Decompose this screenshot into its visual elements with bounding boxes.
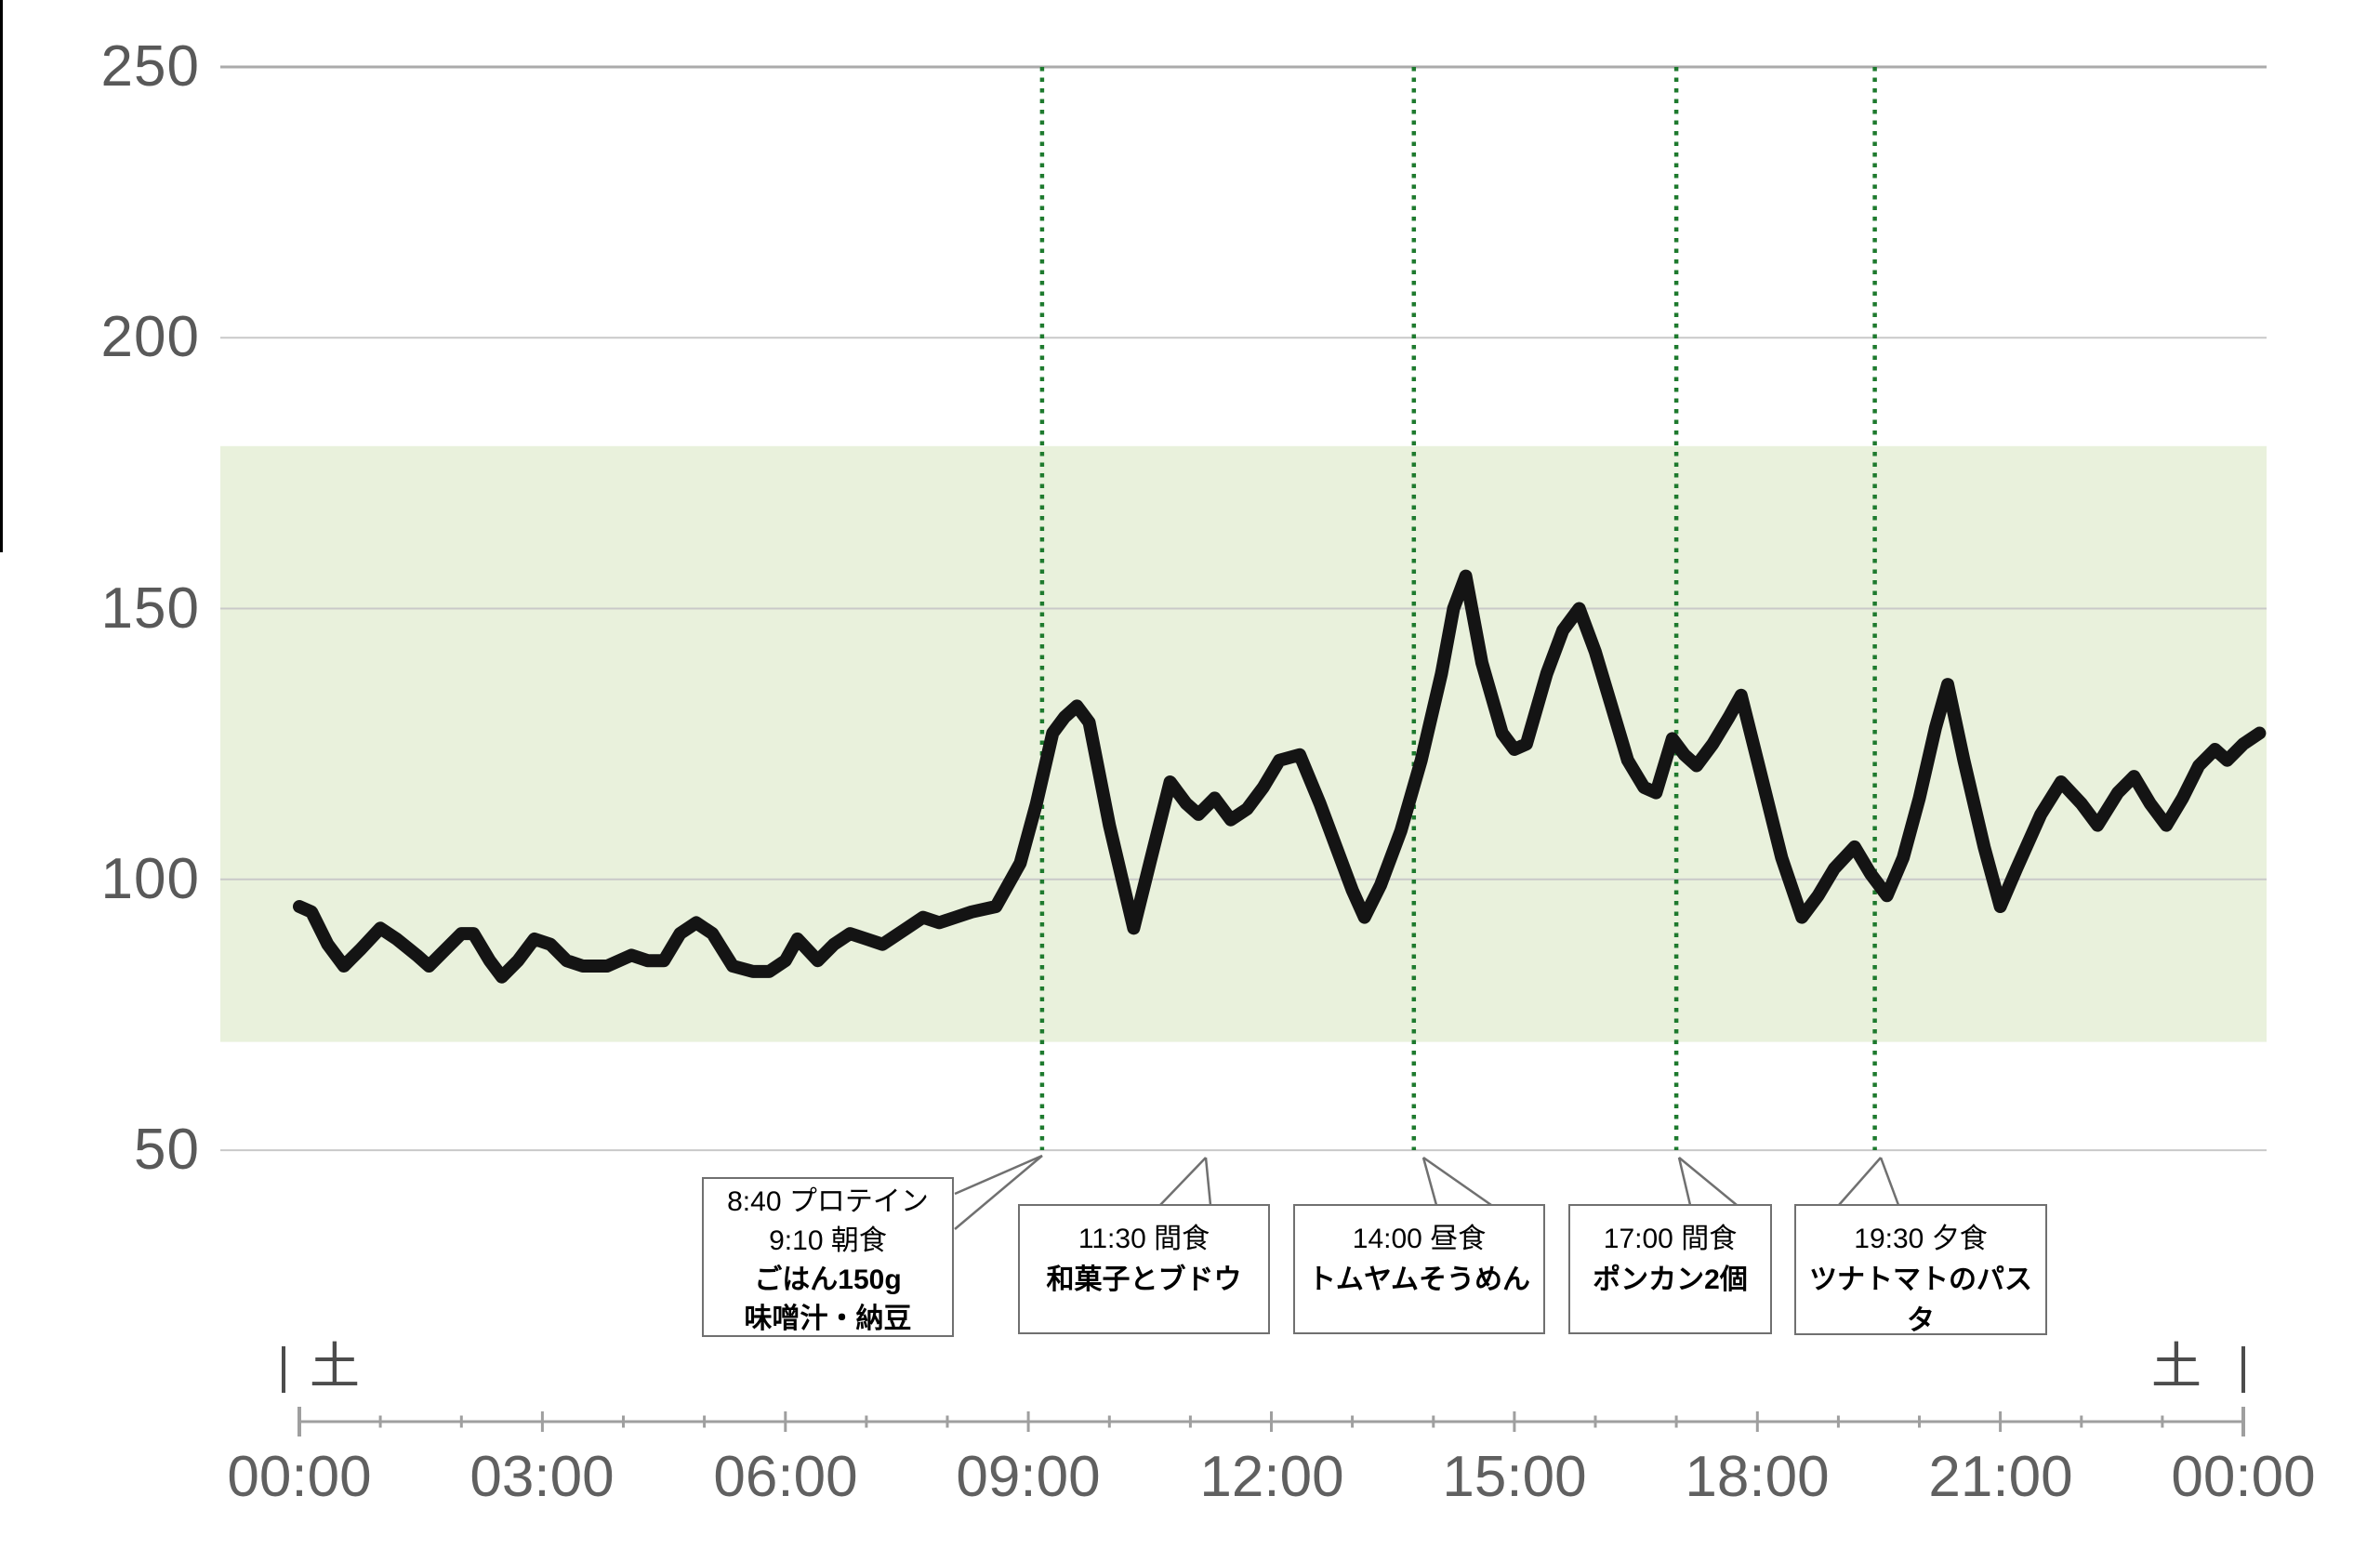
meal-annotation-line: ツナトマトのパスタ [1809,1264,2032,1336]
y-axis-tick-label: 250 [100,34,200,99]
meal-annotation-box: 19:30 夕食ツナトマトのパスタ [1794,1204,2047,1336]
y-axis-tick-label: 150 [100,576,200,641]
x-axis-tick-label: 15:00 [1442,1445,1587,1509]
meal-annotation-line: 8:40 プロテイン [727,1186,929,1217]
x-axis-tick-label: 03:00 [469,1445,615,1509]
meal-annotation-line: 和菓子とブドウ [1046,1264,1242,1295]
window-edge-line [0,0,3,552]
meal-annotation-box: 17:00 間食 ポンカン2個 [1568,1204,1772,1334]
x-axis-tick-label: 18:00 [1685,1445,1830,1509]
x-axis-tick-label: 09:00 [956,1445,1101,1509]
glucose-series-line [293,569,2267,984]
meal-annotation-line: 19:30 夕食 [1854,1224,1988,1254]
x-axis-tick-label: 21:00 [1928,1445,2073,1509]
meal-annotation-line: ごはん150g [754,1264,902,1295]
meal-annotation-line: ポンカン2個 [1593,1264,1748,1295]
x-axis-tick-label: 06:00 [713,1445,858,1509]
x-axis-tick-label: 00:00 [2171,1445,2316,1509]
y-axis-tick-label: 200 [100,305,200,369]
x-axis-tick-label: 12:00 [1199,1445,1344,1509]
meal-annotation-line: トムヤムそうめん [1307,1264,1531,1295]
x-axis-tick-label: 00:00 [227,1445,372,1509]
day-label-left: 土 [310,1339,360,1395]
meal-annotation-line: 17:00 間食 [1603,1224,1738,1254]
meal-annotation-line: 14:00 昼食 [1352,1224,1487,1254]
meal-annotation-box: 8:40 プロテイン 9:10 朝食 ごはん150g 味噌汁・納豆 [702,1177,954,1337]
meal-annotation-box: 11:30 間食和菓子とブドウ [1018,1204,1270,1334]
meal-annotation-line: 9:10 朝食 [769,1225,887,1256]
meal-annotation-line: 11:30 間食 [1078,1224,1210,1254]
day-label-right: 土 [2151,1339,2202,1395]
meal-annotation-line: 味噌汁・納豆 [744,1304,912,1334]
meal-annotation-box: 14:00 昼食トムヤムそうめん [1293,1204,1545,1334]
y-axis-tick-label: 50 [134,1118,200,1182]
y-axis-tick-label: 100 [100,847,200,911]
